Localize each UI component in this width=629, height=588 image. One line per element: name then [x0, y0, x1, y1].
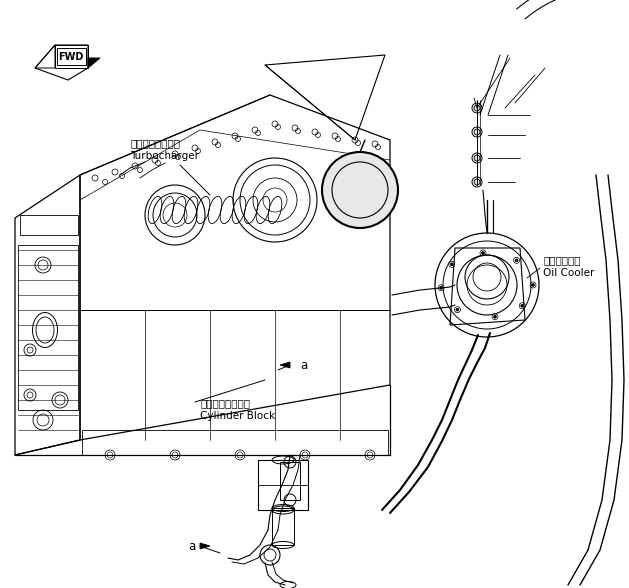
- Circle shape: [322, 152, 398, 228]
- Polygon shape: [200, 543, 210, 549]
- Circle shape: [515, 259, 518, 262]
- Circle shape: [494, 315, 496, 318]
- Text: a: a: [187, 540, 195, 553]
- Text: シリンダブロック: シリンダブロック: [200, 398, 250, 408]
- Circle shape: [532, 283, 535, 286]
- Circle shape: [474, 155, 480, 161]
- Circle shape: [440, 286, 443, 289]
- Text: FWD: FWD: [58, 52, 84, 62]
- Text: Cylinder Block: Cylinder Block: [200, 411, 275, 421]
- Polygon shape: [280, 362, 290, 368]
- Circle shape: [450, 263, 454, 266]
- Circle shape: [474, 129, 480, 135]
- Circle shape: [521, 304, 524, 307]
- Circle shape: [456, 308, 459, 311]
- Text: a: a: [300, 359, 307, 372]
- Polygon shape: [88, 58, 100, 68]
- Circle shape: [481, 252, 484, 255]
- Text: Oil Cooler: Oil Cooler: [543, 268, 594, 278]
- Text: Turbocharger: Turbocharger: [130, 151, 199, 161]
- Circle shape: [474, 105, 480, 111]
- Text: オイルクーラ: オイルクーラ: [543, 255, 581, 265]
- Circle shape: [474, 179, 480, 185]
- Text: ターボチャージャ: ターボチャージャ: [130, 138, 180, 148]
